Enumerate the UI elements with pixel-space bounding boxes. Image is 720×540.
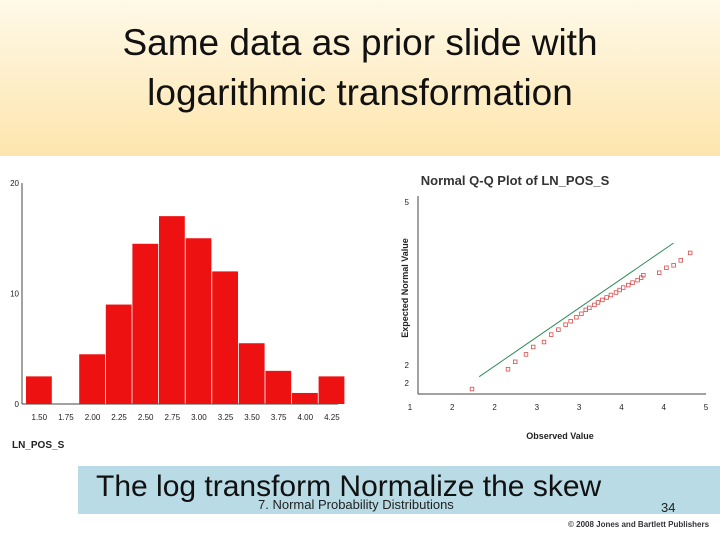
qq-plot-y-tick-label: 2 xyxy=(405,379,410,388)
histogram-bar xyxy=(265,370,292,404)
qq-data-point xyxy=(592,302,597,308)
histogram-x-tick-label: 4.25 xyxy=(324,413,340,422)
qq-data-point xyxy=(523,352,529,357)
qq-plot-x-tick-label: 2 xyxy=(492,403,497,412)
qq-plot-x-tick-label: 3 xyxy=(535,403,540,412)
qq-data-point xyxy=(613,290,619,295)
qq-plot-y-tick-label: 2 xyxy=(405,361,410,370)
histogram-bar xyxy=(212,271,238,404)
histogram-x-tick-label: 1.50 xyxy=(32,413,48,422)
qq-data-point xyxy=(604,295,609,300)
charts-canvas: 0 10 20 1.50 1.75 2.00 2.25 2.50 2.75 3.00 3.25 3.… xyxy=(10,173,709,451)
histogram-bar xyxy=(185,238,212,404)
histogram-x-tick-label: 2.50 xyxy=(138,413,154,422)
qq-data-point xyxy=(587,305,592,311)
qq-data-point xyxy=(568,319,573,324)
histogram-x-tick-label: 2.75 xyxy=(165,413,181,422)
qq-data-point xyxy=(556,327,561,332)
qq-data-point xyxy=(579,311,584,317)
qq-data-point xyxy=(531,344,536,350)
histogram-x-tick-label: 4.00 xyxy=(298,413,314,422)
slide-title-line-1: Same data as prior slide with xyxy=(122,22,598,63)
qq-data-point xyxy=(583,307,588,313)
histogram-x-tick-label: 3.25 xyxy=(218,413,234,422)
copyright-notice: © 2008 Jones and Bartlett Publishers xyxy=(568,520,710,529)
qq-data-point xyxy=(635,277,640,283)
slide-title: Same data as prior slide with logarithmi… xyxy=(0,18,720,118)
qq-data-point xyxy=(600,297,605,303)
histogram-x-tick-label: 1.75 xyxy=(58,413,74,422)
qq-plot-x-tick-label: 4 xyxy=(661,403,666,412)
histogram-x-tick-label: 3.75 xyxy=(271,413,287,422)
qq-data-point xyxy=(626,282,631,288)
qq-data-point xyxy=(687,250,693,256)
qq-data-point xyxy=(469,386,475,392)
qq-data-point xyxy=(617,287,622,293)
histogram-bar xyxy=(318,376,345,404)
histogram-bar xyxy=(132,243,159,404)
slide-title-line-2: logarithmic transformation xyxy=(147,72,573,113)
qq-plot-y-label: Expected Normal Value xyxy=(400,238,410,338)
qq-plot-x-tick-label: 4 xyxy=(619,403,624,412)
histogram-bar xyxy=(26,376,52,404)
qq-data-point xyxy=(621,285,626,290)
qq-plot-chart: Normal Q-Q Plot of LN_POS_S Expected Nor… xyxy=(400,173,709,441)
charts-panel: 0 10 20 1.50 1.75 2.00 2.25 2.50 2.75 3.00 3.25 3.… xyxy=(0,156,720,464)
qq-plot-x-tick-label: 5 xyxy=(704,403,709,412)
histogram-chart: 0 10 20 1.50 1.75 2.00 2.25 2.50 2.75 3.00 3.25 3.… xyxy=(10,179,345,451)
qq-data-point xyxy=(505,367,511,372)
qq-data-point xyxy=(641,273,646,278)
histogram-bar xyxy=(159,216,185,404)
page-number: 34 xyxy=(661,500,676,515)
qq-plot-x-tick-label: 1 xyxy=(408,403,413,412)
histogram-y-tick-label: 0 xyxy=(15,400,20,409)
histogram-x-tick-label: 2.00 xyxy=(85,413,101,422)
qq-data-point xyxy=(549,332,554,337)
slide-footer: 7. Normal Probability Distributions xyxy=(258,497,454,512)
qq-data-point xyxy=(608,292,614,298)
qq-data-point xyxy=(678,258,683,263)
histogram-bar xyxy=(238,343,265,404)
qq-data-point xyxy=(657,270,662,275)
qq-data-point xyxy=(630,280,635,285)
slide-caption: The log transform Normalize the skew xyxy=(96,470,602,503)
qq-data-point xyxy=(541,339,547,345)
qq-data-point xyxy=(671,263,676,268)
qq-data-point xyxy=(664,265,669,270)
histogram-x-label: LN_POS_S xyxy=(12,440,65,451)
qq-plot-x-label: Observed Value xyxy=(526,431,594,441)
histogram-bar xyxy=(79,354,105,404)
qq-data-point xyxy=(574,315,579,320)
histogram-x-tick-label: 2.25 xyxy=(111,413,127,422)
histogram-bar xyxy=(105,304,132,404)
histogram-y-tick-label: 20 xyxy=(10,179,19,188)
qq-reference-line xyxy=(478,242,674,378)
caption-band xyxy=(78,466,720,514)
qq-plot-y-tick-label: 5 xyxy=(405,198,410,207)
histogram-x-tick-label: 3.00 xyxy=(191,413,207,422)
qq-plot-x-tick-label: 3 xyxy=(577,403,582,412)
qq-data-point xyxy=(563,322,568,327)
qq-plot-title: Normal Q-Q Plot of LN_POS_S xyxy=(421,173,610,188)
title-band xyxy=(0,0,720,156)
histogram-y-tick-label: 10 xyxy=(10,290,19,299)
qq-plot-x-tick-label: 2 xyxy=(450,403,455,412)
histogram-bar xyxy=(292,392,318,404)
qq-data-point xyxy=(513,359,518,365)
histogram-x-tick-label: 3.50 xyxy=(244,413,260,422)
qq-data-point xyxy=(595,300,601,305)
